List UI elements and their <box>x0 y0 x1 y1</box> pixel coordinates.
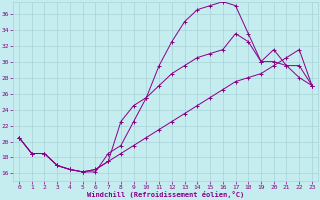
X-axis label: Windchill (Refroidissement éolien,°C): Windchill (Refroidissement éolien,°C) <box>87 191 244 198</box>
